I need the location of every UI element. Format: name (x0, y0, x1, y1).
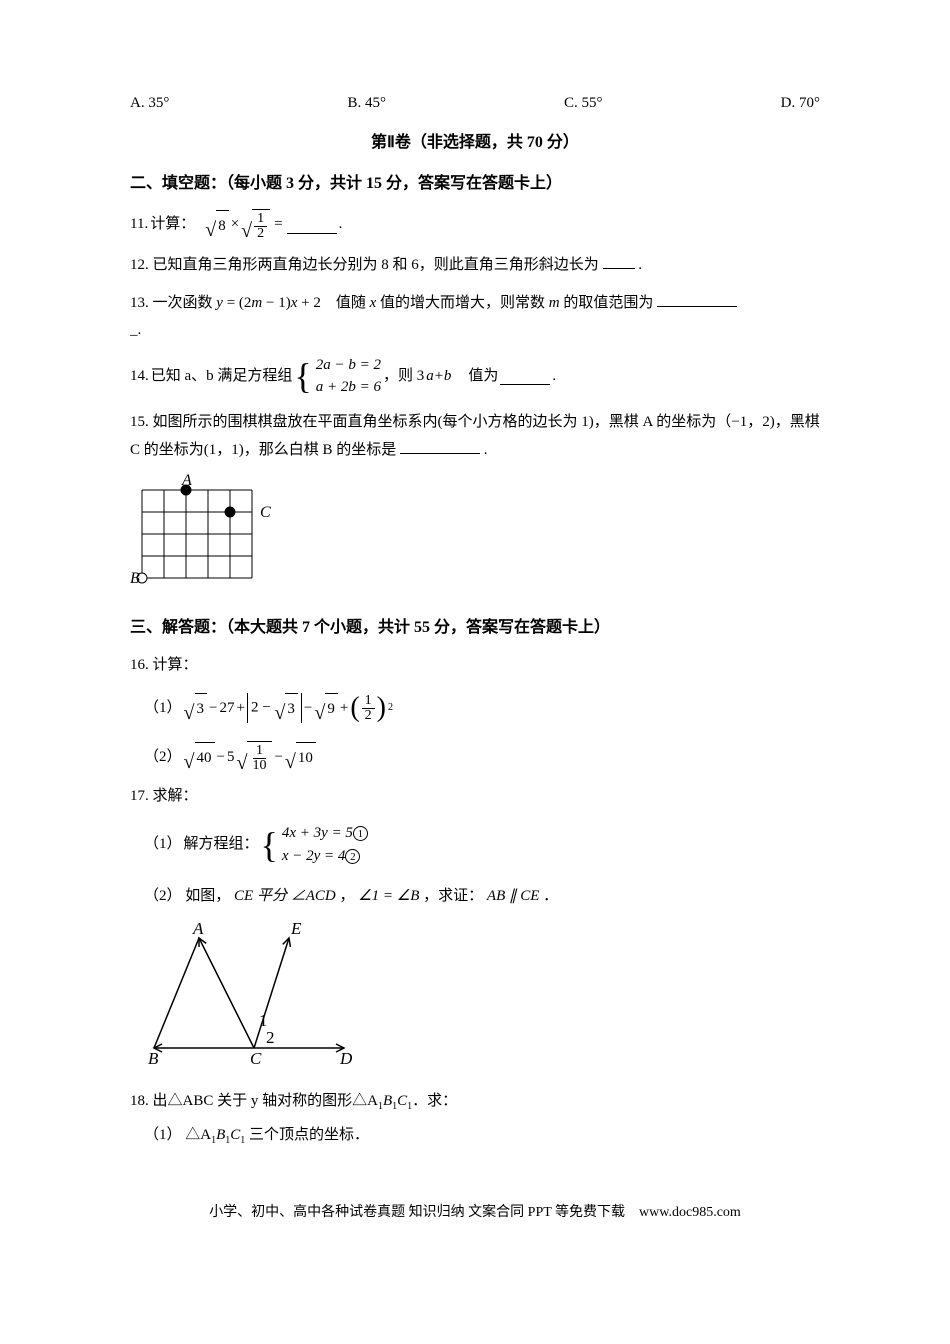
q11-num: 11. (130, 211, 148, 238)
fraction: 1 10 (249, 744, 269, 773)
q13-pre: 一次函数 (153, 295, 213, 311)
sqrt-icon: √ 1 2 (241, 209, 270, 241)
q14-pre: 已知 a、b 满足方程组 (151, 363, 293, 390)
blank (287, 216, 337, 234)
q17: 17. 求解： （1） 解方程组： { 4x + 3y = 51 x − 2y … (130, 783, 820, 1078)
sqrt-icon: √3 (184, 693, 207, 723)
blank (603, 251, 635, 269)
sqrt-icon: √40 (184, 742, 215, 772)
svg-text:E: E (290, 919, 302, 938)
q13: 13. 一次函数 y = (2m − 1)x + 2 值随 x 值的增大而增大，… (130, 289, 820, 344)
q13-num: 13. (130, 295, 149, 311)
q15-figure: A C B (130, 472, 820, 602)
sqrt-icon: √ 1 10 (236, 741, 272, 773)
sqrt-icon: √10 (285, 742, 316, 772)
q12: 12. 已知直角三角形两直角边长分别为 8 和 6，则此直角三角形斜边长为 . (130, 251, 820, 279)
circled-number: 1 (353, 826, 368, 841)
q18-p1: （1） △A1B1C1 三个顶点的坐标． (144, 1122, 820, 1150)
q12-num: 12. (130, 257, 149, 273)
mc-options-row: A. 35° B. 45° C. 55° D. 70° (130, 90, 820, 117)
svg-text:A: A (181, 472, 192, 489)
svg-text:B: B (130, 570, 140, 587)
q15: 15. 如图所示的围棋棋盘放在平面直角坐标系内(每个小方格的边长为 1)，黑棋 … (130, 409, 820, 602)
svg-text:B: B (148, 1049, 159, 1068)
q12-text: 已知直角三角形两直角边长分别为 8 和 6，则此直角三角形斜边长为 (153, 257, 603, 273)
q18: 18. 出△ABC 关于 y 轴对称的图形△A1B1C1．求： （1） △A1B… (130, 1088, 820, 1150)
q16: 16. 计算： （1） √3 − 27 + 2 − √3 − √9 + ( 1 … (130, 652, 820, 773)
blank (657, 289, 737, 307)
go-board-svg: A C B (130, 472, 280, 592)
mc-option-c: C. 55° (564, 90, 603, 117)
q16-label: 计算： (153, 657, 198, 673)
fraction: 1 2 (362, 694, 375, 723)
fraction: 1 2 (254, 212, 267, 241)
abs: 2 − √3 (247, 693, 302, 723)
q13-cont: _. (130, 317, 820, 344)
blank (500, 367, 550, 385)
q11: 11. 计算： √8 × √ 1 2 = . (130, 209, 820, 241)
svg-text:C: C (260, 504, 271, 521)
q17-p1: （1） 解方程组： { 4x + 3y = 51 x − 2y = 42 (144, 822, 820, 867)
paper2-title: 第Ⅱ卷（非选择题，共 70 分） (130, 129, 820, 158)
q14-num: 14. (130, 363, 149, 390)
footer: 小学、初中、高中各种试卷真题 知识归纳 文案合同 PPT 等免费下载 www.d… (130, 1200, 820, 1225)
mc-option-d: D. 70° (781, 90, 820, 117)
q17-num: 17. (130, 788, 149, 804)
q11-label: 计算： (150, 211, 195, 238)
mc-option-b: B. 45° (347, 90, 386, 117)
svg-text:2: 2 (266, 1028, 275, 1047)
q16-p2: （2） √40 − 5 √ 1 10 − √10 (144, 741, 820, 773)
section3-head: 三、解答题：（本大题共 7 个小题，共计 55 分，答案写在答题卡上） (130, 614, 820, 643)
brace-system: { 4x + 3y = 51 x − 2y = 42 (261, 822, 368, 867)
q18-num: 18. (130, 1093, 149, 1109)
q17-figure: AEBCD12 (144, 918, 820, 1078)
q16-p1: （1） √3 − 27 + 2 − √3 − √9 + ( 1 2 ) 2 (144, 693, 820, 723)
svg-text:C: C (250, 1049, 262, 1068)
sqrt-icon: √9 (314, 693, 337, 723)
circled-number: 2 (345, 849, 360, 864)
q16-num: 16. (130, 657, 149, 673)
sqrt-icon: √8 (205, 210, 228, 240)
q15-num: 15. (130, 414, 149, 430)
triangle-svg: AEBCD12 (144, 918, 374, 1068)
svg-text:D: D (339, 1049, 353, 1068)
brace-system: { 2a − b = 2 a + 2b = 6 (294, 354, 381, 399)
blank (400, 436, 480, 454)
q17-label: 求解： (153, 788, 198, 804)
section2-head: 二、填空题：（每小题 3 分，共计 15 分，答案写在答题卡上） (130, 170, 820, 199)
q14: 14. 已知 a、b 满足方程组 { 2a − b = 2 a + 2b = 6… (130, 354, 820, 399)
svg-text:A: A (192, 919, 204, 938)
mc-option-a: A. 35° (130, 90, 169, 117)
q17-p2: （2） 如图， CE 平分 ∠ACD ， ∠1 = ∠B ，求证： AB ∥ C… (144, 883, 820, 910)
